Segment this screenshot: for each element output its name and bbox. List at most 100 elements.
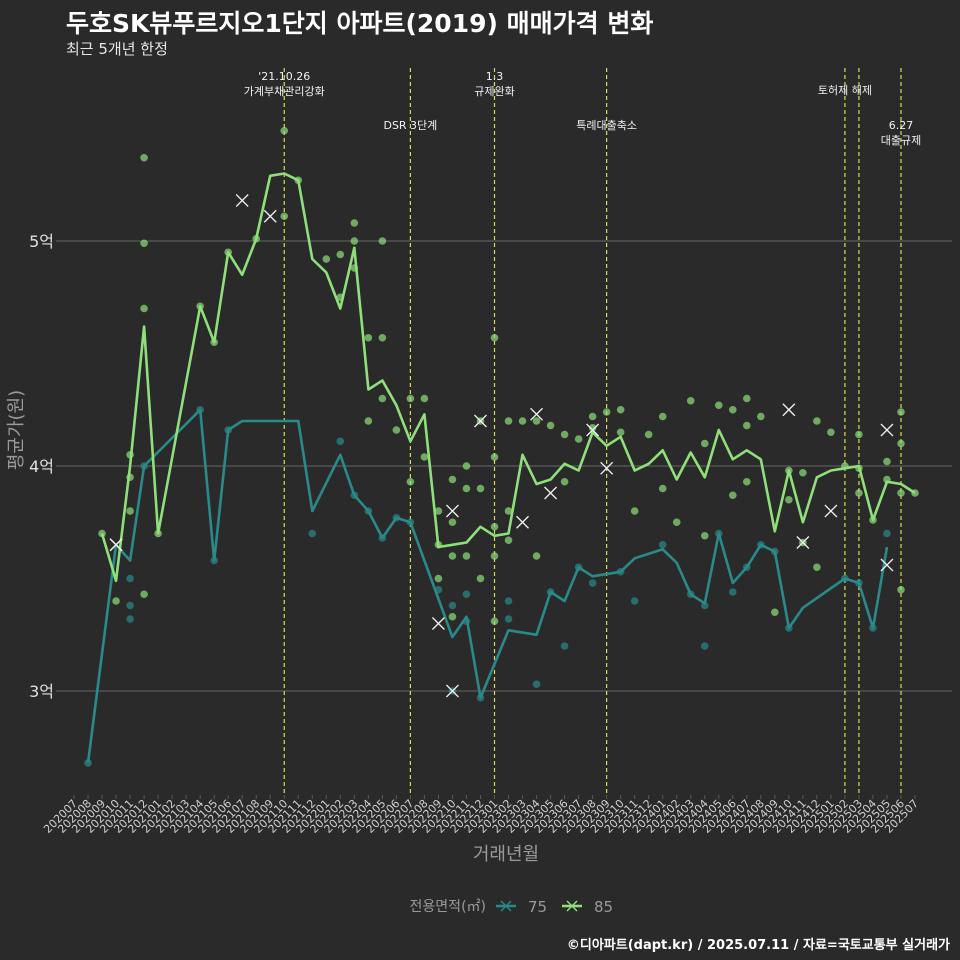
data-point-85 [490, 617, 499, 626]
data-point-85 [504, 536, 513, 545]
data-point-85 [616, 405, 625, 414]
extreme-marker-stroke [445, 684, 459, 698]
legend-label: 85 [594, 898, 613, 916]
data-point-85 [462, 552, 471, 560]
extreme-marker-85 [530, 407, 544, 421]
data-point-75 [560, 642, 569, 650]
data-point-85 [743, 421, 751, 430]
data-point-85 [448, 518, 457, 527]
data-point-85 [855, 489, 863, 497]
extreme-marker-75 [880, 558, 894, 572]
data-point-85 [532, 417, 541, 425]
event-label-line: 1.3 [486, 70, 504, 83]
extreme-marker-85 [109, 538, 123, 552]
axes-layer: 3억4억5억2020072020082020092020102020112020… [6, 232, 921, 865]
extreme-marker-85 [880, 423, 894, 437]
data-point-75 [588, 579, 597, 587]
data-point-85 [518, 417, 527, 425]
data-point-85 [476, 574, 485, 583]
data-point-85 [686, 396, 695, 405]
data-point-85 [140, 304, 148, 313]
data-point-85 [336, 250, 345, 259]
data-point-75 [504, 597, 513, 605]
extreme-marker-stroke [474, 414, 487, 428]
y-tick-label: 5억 [29, 232, 54, 251]
data-point-75 [700, 601, 709, 610]
extreme-marker-85 [235, 194, 249, 207]
data-point-85 [504, 417, 513, 425]
extreme-marker-85 [824, 504, 838, 518]
data-point-75 [883, 529, 891, 538]
data-point-85 [420, 394, 429, 403]
data-point-85 [280, 212, 289, 221]
event-label-line: 대출규제 [881, 134, 921, 147]
data-point-85 [364, 333, 373, 342]
data-point-85 [490, 552, 499, 560]
extreme-marker-85 [600, 461, 614, 475]
data-point-85 [434, 574, 443, 583]
event-label: '21.10.26 가계부채관리강화 [244, 70, 325, 98]
legend-key-cross [566, 900, 578, 912]
y-axis-title: 평균가(원) [6, 390, 27, 470]
data-point-85 [588, 423, 597, 432]
data-point-85 [280, 126, 289, 135]
data-point-85 [700, 439, 709, 448]
data-point-85 [112, 597, 120, 605]
data-point-85 [140, 239, 148, 248]
data-point-85 [855, 430, 863, 439]
event-label: 토허제 해제 [818, 83, 872, 97]
chart-title: 두호SK뷰푸르지오1단지 아파트(2019) 매매가격 변화 [66, 9, 654, 38]
data-point-75 [462, 590, 471, 599]
grid-layer [60, 240, 952, 692]
extreme-marker-stroke [530, 407, 544, 421]
data-point-75 [700, 642, 709, 650]
data-point-75 [308, 529, 317, 538]
data-point-85 [476, 484, 485, 493]
extreme-marker-85 [796, 536, 810, 549]
series-line-85 [100, 172, 916, 583]
data-point-85 [602, 408, 611, 416]
data-point-85 [420, 453, 429, 461]
event-label-line: '21.10.26 [258, 70, 310, 83]
event-label: 1.3 규제완화 [474, 70, 514, 98]
legend-item-75: 75 [496, 898, 547, 916]
extreme-marker-85 [263, 209, 277, 223]
data-point-85 [378, 394, 387, 403]
data-point-85 [490, 453, 499, 461]
data-point-85 [630, 507, 639, 515]
chart-subtitle: 최근 5개년 한정 [66, 40, 168, 58]
data-point-85 [378, 237, 387, 245]
data-point-85 [728, 491, 737, 500]
extreme-marker-stroke [600, 461, 614, 475]
data-point-85 [504, 507, 513, 515]
data-point-85 [406, 477, 415, 486]
extreme-marker-stroke [880, 423, 894, 437]
data-point-75 [658, 540, 667, 549]
data-point-85 [658, 484, 667, 493]
data-point-85 [448, 612, 457, 621]
x-axis-title: 거래년월 [473, 844, 539, 865]
data-point-85 [462, 484, 471, 493]
legend-item-85: 85 [562, 898, 613, 916]
data-point-75 [630, 597, 639, 605]
data-point-85 [350, 219, 359, 227]
series-line-75 [86, 408, 889, 764]
data-point-75 [504, 615, 513, 623]
event-label: DSR 3단계 [383, 119, 437, 132]
extreme-marker-85 [544, 486, 558, 500]
source-caption: ©디아파트(dapt.kr) / 2025.07.11 / 자료=국토교통부 실… [566, 938, 950, 953]
data-point-85 [588, 412, 597, 421]
data-point-85 [743, 477, 751, 486]
lines-layer [86, 172, 916, 764]
extreme-marker-75 [445, 684, 459, 698]
data-point-75 [336, 437, 345, 446]
data-point-75 [532, 680, 541, 689]
event-label-line: DSR 3단계 [383, 119, 437, 132]
y-tick-label: 3억 [29, 682, 54, 701]
extreme-marker-stroke [263, 209, 277, 223]
data-point-85 [392, 426, 401, 434]
data-point-85 [406, 394, 415, 403]
data-point-85 [658, 412, 667, 421]
